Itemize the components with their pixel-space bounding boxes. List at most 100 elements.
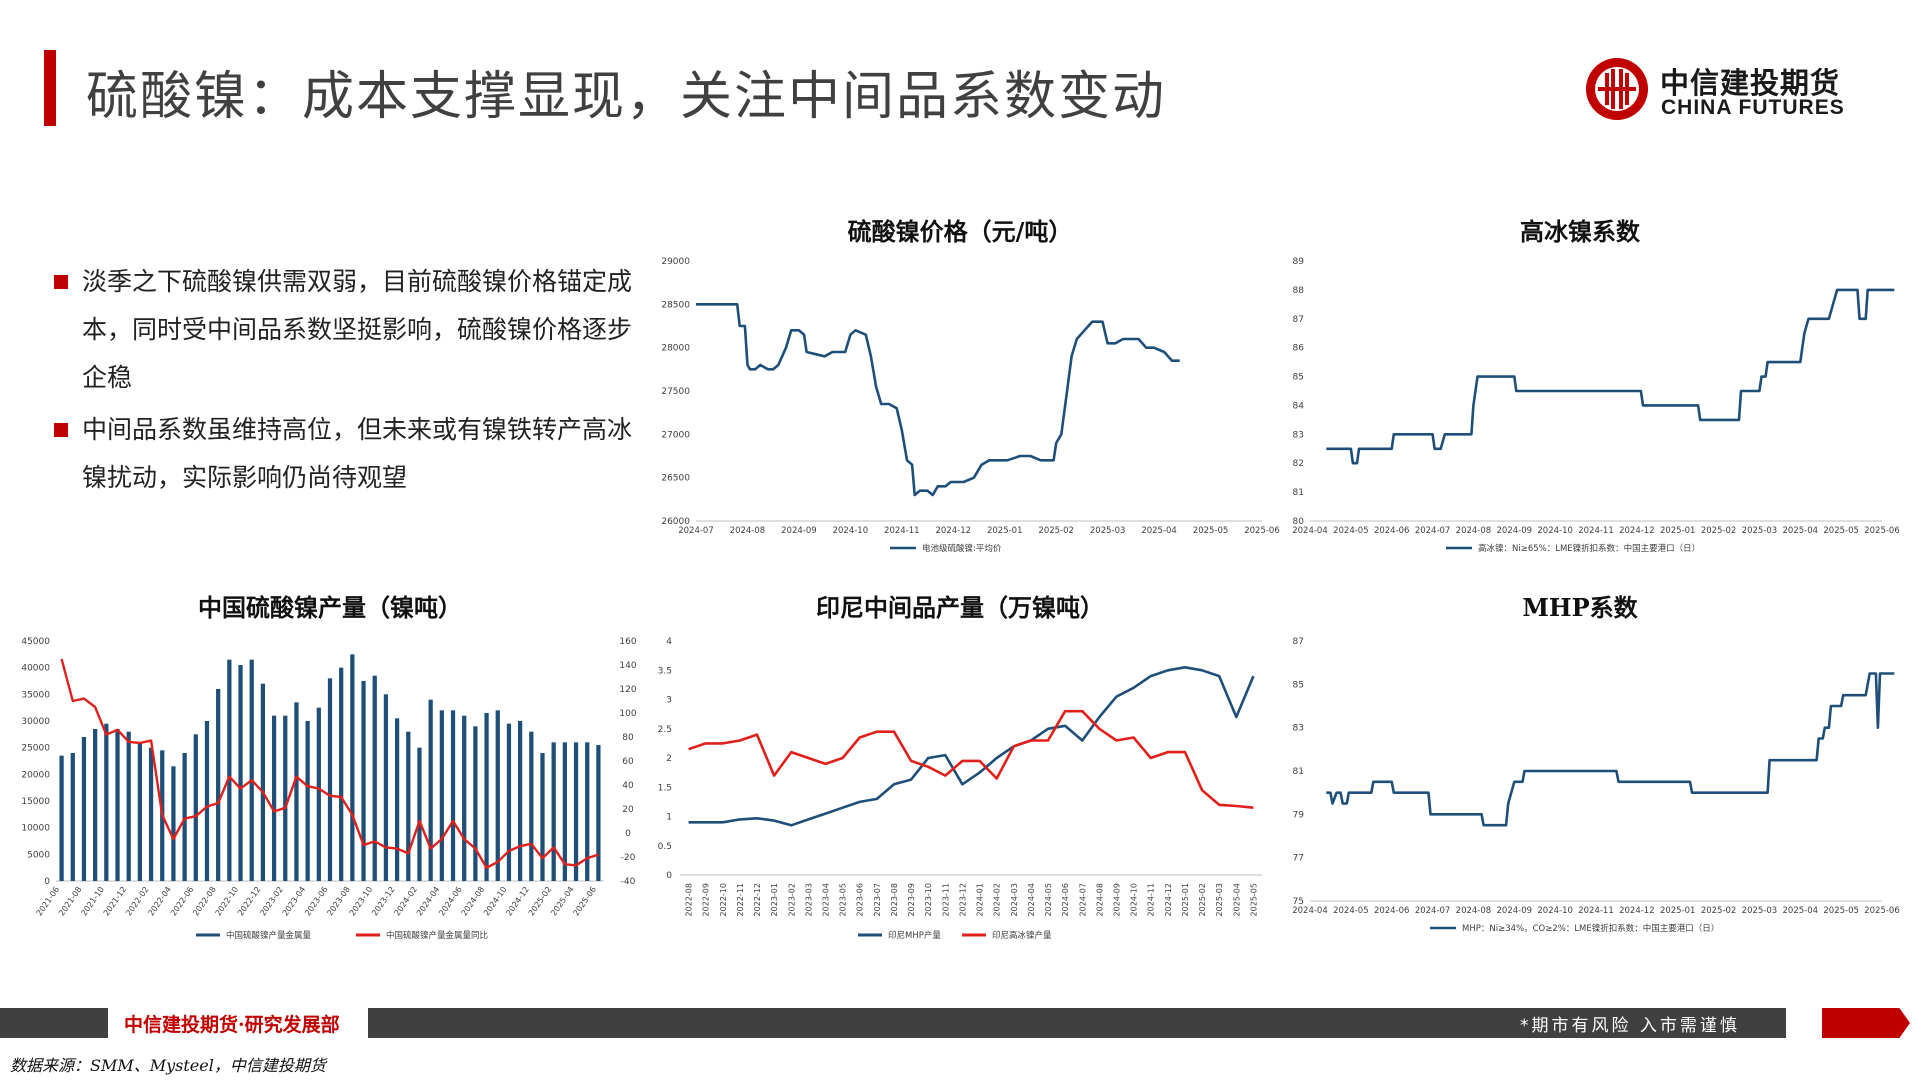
x-tick-label: 2023-01 <box>770 883 779 916</box>
series-line <box>60 658 599 869</box>
bar <box>305 721 310 881</box>
bar <box>450 710 456 881</box>
series-line <box>1326 288 1895 465</box>
bar <box>585 742 590 881</box>
y-tick-label-left: 40000 <box>21 664 50 674</box>
chart-title-high-matte-coefficient: 高冰镍系数 <box>1520 217 1640 246</box>
x-tick-label: 2025-03 <box>1742 526 1778 536</box>
chart-indonesia-output: 0 0.5 1 1.5 2 2.5 3 3.5 4 2022-08 2022-09 2022-10 20… <box>658 637 1262 941</box>
y-tick-label: 88 <box>1293 286 1305 296</box>
y-tick-label: 80 <box>1293 517 1305 527</box>
bar <box>372 675 377 881</box>
y-tick-label: 27000 <box>661 430 690 440</box>
x-tick-label: 2024-07 <box>1078 883 1087 916</box>
x-tick-label: 2024-06 <box>1061 883 1070 916</box>
legend-label: 高冰镍：Ni≥65%：LME镍折扣系数：中国主要港口（日） <box>1478 543 1700 554</box>
y-tick-label: 83 <box>1293 724 1304 734</box>
x-tick-label: 2024-12 <box>1619 526 1655 536</box>
bullet-text: 中间品系数虽维持高位，但未来或有镍铁转产高冰镍扰动，实际影响仍尚待观望 <box>82 415 633 492</box>
bar <box>573 742 579 881</box>
footer-risk-warning: *期市有风险 入市需谨慎 <box>1520 1016 1740 1036</box>
bar <box>327 678 333 881</box>
bar <box>551 742 556 881</box>
x-tick-label: 2024-11 <box>1578 526 1614 536</box>
x-tick-label: 2024-09 <box>781 526 817 536</box>
y-tick-label: 85 <box>1293 680 1304 690</box>
y-tick-label: 89 <box>1293 257 1305 267</box>
x-tick-label: 2023-11 <box>941 883 950 916</box>
x-tick-label: 2024-08 <box>1095 883 1104 916</box>
bar <box>596 745 601 881</box>
series-line <box>696 303 1180 497</box>
bar <box>182 753 187 881</box>
x-tick-label: 2023-05 <box>839 883 848 916</box>
x-tick-label: 2024-04 <box>1292 526 1328 536</box>
y-tick-label-left: 35000 <box>21 690 50 700</box>
x-tick-label: 2023-07 <box>873 883 882 916</box>
y-tick-label-right: -40 <box>621 877 636 887</box>
bar <box>417 747 422 881</box>
y-tick-label: 27500 <box>661 387 690 397</box>
y-tick-label-right: 160 <box>619 637 636 647</box>
y-tick-label-right: 80 <box>622 733 634 743</box>
bar <box>462 715 467 881</box>
x-tick-label: 2022-09 <box>702 883 711 916</box>
y-tick-label: 87 <box>1293 637 1304 647</box>
logo-en: CHINA FUTURES <box>1661 96 1845 119</box>
bar <box>294 702 299 881</box>
y-tick-label-right: 100 <box>619 709 636 719</box>
x-tick-label: 2024-03 <box>1010 883 1019 916</box>
bullet-item: 淡季之下硫酸镍供需双弱，目前硫酸镍价格锚定成本，同时受中间品系数坚挺影响，硫酸镍… <box>52 258 632 402</box>
legend-label: 电池级硫酸镍:平均价 <box>922 543 1002 554</box>
y-tick-label: 3.5 <box>658 666 672 676</box>
x-tick-label: 2024-12 <box>936 526 972 536</box>
title-accent-bar <box>44 50 56 126</box>
x-tick-label: 2025-06 <box>571 885 598 918</box>
legend-label: MHP：Ni≥34%，CO≥2%：LME镍折扣系数：中国主要港口（日） <box>1462 923 1719 934</box>
x-tick-label: 2024-09 <box>1497 906 1533 916</box>
x-tick-label: 2024-11 <box>1147 883 1156 916</box>
legend-label: 印尼高冰镍产量 <box>992 930 1052 941</box>
bar <box>238 665 243 881</box>
x-tick-label: 2024-12 <box>1164 883 1173 916</box>
x-tick-label: 2022-11 <box>736 883 745 916</box>
bar <box>350 654 355 881</box>
bar <box>562 742 567 881</box>
bar <box>428 699 433 881</box>
x-tick-label: 2023-04 <box>822 883 831 916</box>
bar <box>406 731 411 881</box>
data-source: 数据来源：SMM、Mysteel，中信建投期货 <box>10 1056 326 1075</box>
chart-mhp-coefficient: 75 77 79 81 83 85 87 2024-04 2024-05 2024-06 2024-… <box>1292 637 1900 934</box>
x-tick-label: 2024-01 <box>976 883 985 916</box>
bar <box>316 707 321 881</box>
bullet-text: 淡季之下硫酸镍供需双弱，目前硫酸镍价格锚定成本，同时受中间品系数坚挺影响，硫酸镍… <box>82 267 633 392</box>
x-tick-label: 2024-08 <box>1456 906 1492 916</box>
bar <box>59 755 64 881</box>
x-tick-label: 2024-10 <box>1537 526 1573 536</box>
y-tick-label-right: 140 <box>619 661 636 671</box>
y-tick-label: 2 <box>666 754 672 764</box>
y-tick-label: 0.5 <box>658 842 672 852</box>
x-tick-label: 2022-12 <box>753 883 762 916</box>
bar <box>249 659 254 881</box>
bar <box>115 729 120 881</box>
x-tick-label: 2024-07 <box>1415 906 1451 916</box>
x-tick-label: 2024-10 <box>833 526 869 536</box>
bullet-square-icon <box>54 423 68 437</box>
y-tick-label: 26500 <box>661 474 690 484</box>
bar <box>394 718 400 881</box>
x-tick-label: 2025-01 <box>1660 526 1696 536</box>
logo-mark-icon <box>1586 58 1648 120</box>
x-tick-label: 2024-06 <box>1374 906 1410 916</box>
y-tick-label-left: 15000 <box>21 797 50 807</box>
y-tick-label: 29000 <box>661 257 690 267</box>
bar <box>339 667 344 881</box>
x-tick-label: 2023-12 <box>958 883 967 916</box>
x-tick-label: 2025-04 <box>1232 883 1241 916</box>
bar <box>439 710 444 881</box>
x-tick-label: 2024-07 <box>678 526 714 536</box>
x-tick-label: 2025-04 <box>1783 526 1819 536</box>
x-tick-label: 2024-05 <box>1044 883 1053 916</box>
x-tick-label: 2024-04 <box>1027 883 1036 916</box>
y-tick-label: 75 <box>1293 897 1304 907</box>
